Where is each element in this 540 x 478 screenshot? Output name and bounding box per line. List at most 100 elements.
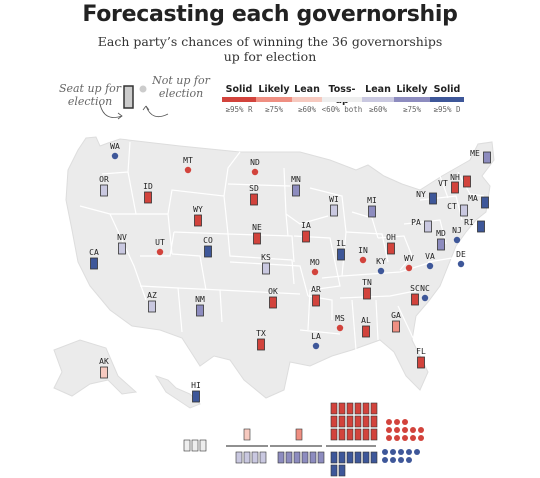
- state-seat: [483, 151, 491, 164]
- summary-seat: [235, 451, 243, 464]
- state-border: [299, 329, 341, 335]
- summary-seat: [362, 451, 370, 464]
- state-va: VA: [425, 252, 435, 270]
- state-label: AR: [311, 285, 321, 294]
- state-label: IA: [301, 221, 311, 230]
- state-hi: HI: [191, 381, 201, 403]
- state-label: VT: [438, 179, 448, 188]
- state-dot: [421, 294, 429, 302]
- legend-arrow-left: [99, 103, 123, 118]
- state-tn: TN: [362, 278, 372, 300]
- state-dot: [405, 264, 413, 272]
- summary-dot: [386, 419, 392, 425]
- state-label: PA: [411, 218, 421, 227]
- state-ok: OK: [268, 287, 278, 309]
- summary-seat: [370, 415, 378, 428]
- state-seat: [192, 390, 200, 403]
- state-ia: IA: [301, 221, 311, 243]
- state-border: [293, 235, 341, 331]
- state-border: [341, 261, 433, 277]
- summary-dot: [398, 449, 404, 455]
- state-label: WI: [329, 195, 339, 204]
- state-dot: [377, 267, 385, 275]
- state-seat: [292, 184, 300, 197]
- summary-seat: [346, 415, 354, 428]
- state-label: NH: [450, 173, 460, 182]
- state-label: ND: [250, 158, 260, 167]
- state-label: HI: [191, 381, 201, 390]
- summary-dot: [410, 427, 416, 433]
- state-seat: [368, 205, 376, 218]
- summary-dot: [418, 435, 424, 441]
- summary-seat: [330, 428, 338, 441]
- state-ms: MS: [335, 314, 345, 332]
- state-seat: [429, 192, 437, 205]
- state-seat: [481, 196, 489, 209]
- state-id: ID: [143, 182, 153, 204]
- state-seat: [477, 220, 485, 233]
- seat-up-note: Seat up for election: [58, 82, 122, 108]
- state-dot: [156, 248, 164, 256]
- summary-seat: [354, 451, 362, 464]
- state-label: RI: [464, 218, 474, 227]
- summary-dot: [406, 457, 412, 463]
- summary-seat: [309, 451, 317, 464]
- summary-dot: [394, 435, 400, 441]
- summary-seat: [370, 402, 378, 415]
- state-tx: TX: [256, 329, 266, 351]
- state-label: NJ: [452, 226, 462, 235]
- state-label: MI: [367, 196, 377, 205]
- scale-sub-3: <60% both: [321, 105, 363, 114]
- state-dot: [311, 268, 319, 276]
- state-seat: [337, 248, 345, 261]
- state-label: OH: [386, 233, 396, 242]
- state-seat: [100, 366, 108, 379]
- state-label: ID: [143, 182, 153, 191]
- state-pa: PA: [411, 218, 432, 233]
- state-label: MS: [335, 314, 345, 323]
- state-wi: WI: [329, 195, 339, 217]
- state-label: MD: [436, 229, 446, 238]
- state-label: IL: [336, 239, 346, 248]
- state-la: LA: [311, 332, 321, 350]
- state-ky: KY: [376, 257, 386, 275]
- summary-dot: [390, 449, 396, 455]
- state-ks: KS: [261, 253, 271, 275]
- summary-seat: [277, 451, 285, 464]
- state-label: KY: [376, 257, 386, 266]
- state-seat: [204, 245, 212, 258]
- state-label: NY: [416, 190, 426, 199]
- state-border: [229, 261, 309, 297]
- state-seat: [460, 204, 468, 217]
- state-or: OR: [99, 175, 109, 197]
- summary-dot: [418, 427, 424, 433]
- state-md: MD: [436, 229, 446, 251]
- state-label: AK: [99, 357, 109, 366]
- state-border: [227, 233, 295, 263]
- summary-seat: [285, 451, 293, 464]
- scale-sub-4: ≥60%: [368, 105, 388, 114]
- state-ct: CT: [447, 202, 468, 217]
- scale-label-0: Solid: [225, 84, 253, 95]
- summary-seat: [338, 428, 346, 441]
- state-dot: [312, 342, 320, 350]
- state-seat: [312, 294, 320, 307]
- state-nj: NJ: [452, 226, 462, 244]
- scale-swatch-4: [362, 97, 394, 102]
- state-vt: VT: [438, 179, 459, 194]
- summary-dot: [386, 427, 392, 433]
- state-seat: [417, 356, 425, 369]
- scale-sub-0: ≥95% R: [225, 105, 253, 114]
- summary-seat: [346, 451, 354, 464]
- summary-seat: [301, 451, 309, 464]
- state-seat: [363, 287, 371, 300]
- summary-dot: [410, 435, 416, 441]
- state-label: UT: [155, 238, 165, 247]
- state-seat: [196, 304, 204, 317]
- scale-swatch-5: [394, 97, 430, 102]
- scale-swatch-0: [222, 97, 256, 102]
- state-al: AL: [361, 316, 371, 338]
- state-border: [140, 231, 175, 257]
- state-border: [109, 213, 147, 301]
- state-border: [439, 175, 449, 199]
